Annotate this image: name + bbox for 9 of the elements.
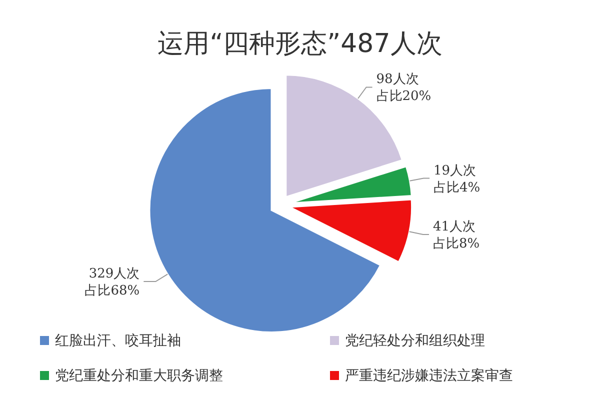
legend-label: 红脸出汗、咬耳扯袖 [55,333,181,349]
data-label: 19人次占比4% [434,163,480,196]
data-label: 98人次占比20% [376,72,432,104]
data-label: 329人次占比68% [84,266,140,299]
legend-label: 党纪重处分和重大职务调整 [55,368,223,384]
chart-title: 运用“四种形态”487人次 [158,29,442,59]
data-label: 41人次占比8% [432,219,480,252]
legend-label: 严重违纪涉嫌违法立案审查 [345,367,513,384]
legend-label: 党纪轻处分和组织处理 [345,333,485,349]
